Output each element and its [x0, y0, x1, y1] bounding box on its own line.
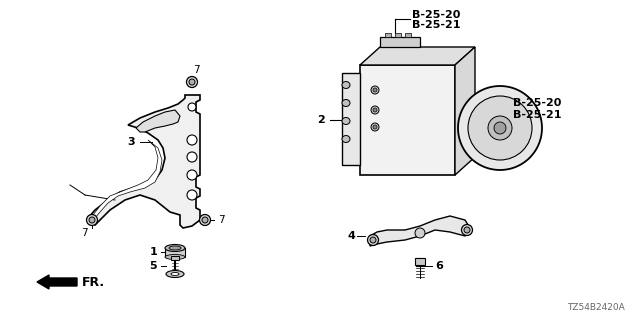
Circle shape	[86, 214, 97, 226]
Text: 7: 7	[81, 228, 87, 238]
Text: 1: 1	[149, 247, 157, 257]
FancyArrow shape	[37, 275, 77, 289]
Circle shape	[464, 227, 470, 233]
Circle shape	[89, 217, 95, 223]
Bar	[415, 258, 425, 265]
Polygon shape	[93, 140, 162, 218]
Ellipse shape	[166, 270, 184, 277]
Ellipse shape	[342, 135, 350, 142]
Text: 6: 6	[435, 261, 443, 271]
Ellipse shape	[169, 246, 181, 250]
Text: 4: 4	[347, 231, 355, 241]
Text: B-25-21: B-25-21	[412, 20, 461, 30]
Circle shape	[415, 228, 425, 238]
Polygon shape	[455, 47, 475, 175]
Text: 5: 5	[149, 261, 157, 271]
Ellipse shape	[342, 100, 350, 107]
Circle shape	[188, 103, 196, 111]
Circle shape	[494, 122, 506, 134]
Circle shape	[189, 79, 195, 85]
Text: B-25-20: B-25-20	[513, 98, 561, 108]
Ellipse shape	[342, 82, 350, 89]
Circle shape	[200, 214, 211, 226]
Bar	[342, 73, 360, 165]
Circle shape	[461, 225, 472, 236]
Ellipse shape	[165, 254, 185, 260]
Circle shape	[373, 125, 377, 129]
Circle shape	[458, 86, 542, 170]
Circle shape	[371, 123, 379, 131]
Circle shape	[373, 108, 377, 112]
Circle shape	[371, 106, 379, 114]
Text: B-25-20: B-25-20	[412, 10, 460, 20]
Bar	[385, 33, 391, 37]
Circle shape	[468, 96, 532, 160]
Bar	[395, 33, 401, 37]
Bar	[171, 256, 179, 260]
Ellipse shape	[342, 117, 350, 124]
Circle shape	[187, 135, 197, 145]
Circle shape	[187, 170, 197, 180]
Circle shape	[367, 235, 378, 245]
Circle shape	[187, 152, 197, 162]
Text: FR.: FR.	[82, 276, 105, 289]
Bar	[165, 248, 185, 257]
Polygon shape	[88, 95, 200, 228]
Circle shape	[371, 86, 379, 94]
Circle shape	[202, 217, 208, 223]
Circle shape	[488, 116, 512, 140]
Text: B-25-21: B-25-21	[513, 110, 561, 120]
Circle shape	[373, 88, 377, 92]
Circle shape	[370, 237, 376, 243]
Ellipse shape	[171, 273, 179, 276]
Text: 7: 7	[193, 65, 199, 75]
Text: 2: 2	[317, 115, 325, 125]
Polygon shape	[136, 110, 180, 132]
Bar	[380, 37, 420, 47]
Ellipse shape	[165, 244, 185, 252]
Text: 3: 3	[127, 137, 135, 147]
Polygon shape	[360, 47, 475, 65]
Circle shape	[186, 76, 198, 87]
Text: TZ54B2420A: TZ54B2420A	[567, 303, 625, 312]
Circle shape	[187, 190, 197, 200]
Text: 7: 7	[218, 215, 225, 225]
Bar	[405, 33, 411, 37]
Polygon shape	[370, 216, 470, 246]
Bar	[360, 65, 455, 175]
